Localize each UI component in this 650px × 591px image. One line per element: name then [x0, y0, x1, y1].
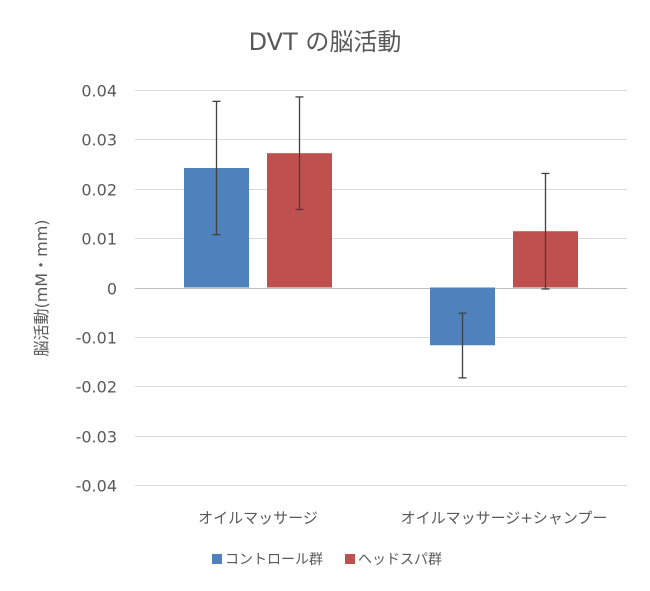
legend-label: ヘッドスパ群: [358, 552, 442, 568]
y-tick-label: 0.01: [81, 230, 117, 249]
y-tick-label: -0.04: [76, 477, 117, 496]
y-tick-label: 0.02: [81, 181, 117, 200]
legend: コントロール群 ヘッドスパ群: [212, 552, 442, 568]
bars: [184, 153, 578, 346]
gridlines: [135, 90, 627, 486]
chart-title: DVT の脳活動: [249, 28, 402, 56]
y-tick-label: -0.01: [76, 329, 117, 348]
y-axis-label: 脳活動(mM・mm): [32, 219, 51, 356]
error-bars: [212, 96, 550, 379]
legend-swatch: [212, 554, 222, 564]
y-tick-label: 0.03: [81, 131, 117, 150]
category-labels: オイルマッサージ オイルマッサージ+シャンプー: [198, 509, 607, 527]
y-tick-label: 0: [107, 280, 117, 299]
legend-swatch: [345, 554, 355, 564]
y-tick-labels: 0.04 0.03 0.02 0.01 0 -0.01 -0.02 -0.03 -0.04: [76, 82, 117, 496]
legend-label: コントロール群: [225, 552, 323, 568]
y-tick-label: -0.02: [76, 378, 117, 397]
y-tick-label: -0.03: [76, 428, 117, 447]
y-tick-label: 0.04: [81, 82, 117, 101]
x-category-label: オイルマッサージ+シャンプー: [401, 509, 608, 527]
x-category-label: オイルマッサージ: [198, 509, 318, 527]
